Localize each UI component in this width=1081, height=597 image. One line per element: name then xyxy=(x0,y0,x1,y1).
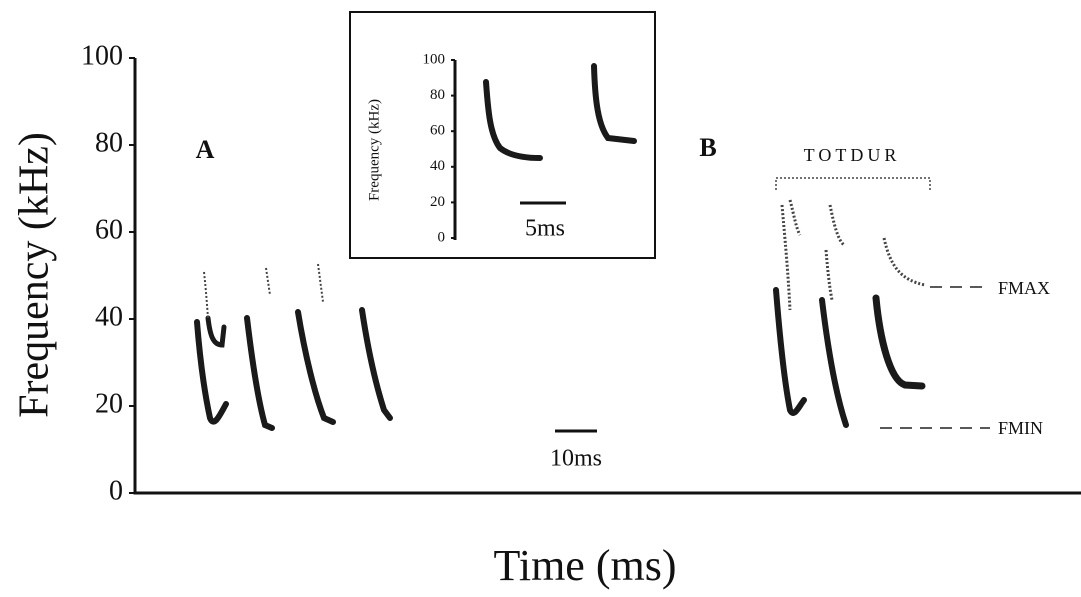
y-tick-label: 100 xyxy=(81,40,123,71)
y-tick-label: 60 xyxy=(430,123,445,139)
y-tick-label: 20 xyxy=(430,194,445,210)
panel-label: A xyxy=(196,135,215,164)
y-tick-label: 80 xyxy=(430,87,445,103)
totdur-bracket xyxy=(775,177,931,190)
y-tick-label: 40 xyxy=(95,301,123,332)
panel-label: B xyxy=(699,133,716,162)
scale-bar-label: 10ms xyxy=(550,446,602,472)
y-axis-label: Frequency (kHz) xyxy=(12,132,58,418)
inset-scale-label: 5ms xyxy=(525,216,565,242)
y-tick-label: 0 xyxy=(438,229,446,245)
y-tick-label: 0 xyxy=(109,475,123,506)
y-tick-label: 60 xyxy=(95,214,123,245)
annotation: FMAX xyxy=(998,278,1050,298)
y-tick-label: 40 xyxy=(430,158,445,174)
annotation: TOTDUR xyxy=(804,145,901,165)
annotation: FMIN xyxy=(998,418,1043,438)
y-tick-label: 20 xyxy=(95,388,123,419)
calls-a xyxy=(194,263,393,431)
inset-y-label: Frequency (kHz) xyxy=(366,99,382,201)
calls-b xyxy=(773,199,926,428)
x-axis-label: Time (ms) xyxy=(494,541,677,590)
y-tick-label: 100 xyxy=(423,51,446,67)
y-tick-label: 80 xyxy=(95,127,123,158)
